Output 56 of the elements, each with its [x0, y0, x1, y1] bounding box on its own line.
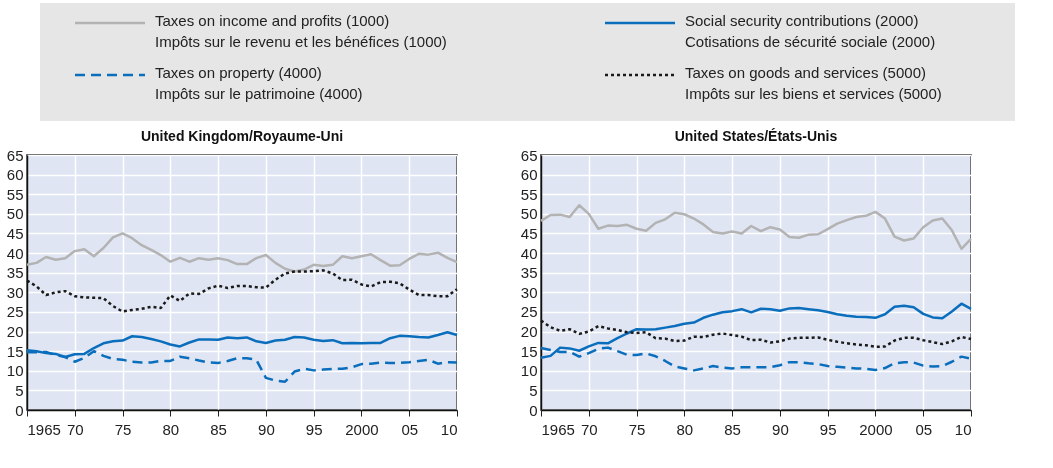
y-tick-label: 45: [6, 224, 24, 242]
x-tick-label: 70: [580, 420, 598, 438]
y-tick-label: 5: [15, 381, 24, 399]
x-tick-label: 05: [915, 420, 933, 438]
x-tick-label: 80: [162, 420, 180, 438]
x-tick-label: 05: [401, 420, 419, 438]
y-tick-label: 15: [6, 342, 24, 360]
x-tick-label: 85: [724, 420, 741, 438]
legend-label: Taxes on goods and services (5000) Impôts sur les biens et services (5000): [685, 64, 942, 102]
chart-title: United Kingdom/Royaume-Uni: [140, 128, 344, 144]
line-series: [25, 232, 459, 273]
x-tick-label: 85: [210, 420, 227, 438]
x-tick-label: 80: [676, 420, 694, 438]
y-tick-label: 40: [6, 244, 24, 262]
x-tick-label: 75: [628, 420, 646, 438]
y-tick-label: 20: [6, 323, 24, 341]
y-tick-label: 55: [6, 185, 24, 203]
y-tick-label: 10: [6, 362, 24, 380]
y-tick-label: 65: [520, 146, 538, 164]
legend-label: Social security contributions (2000) Cotisations de sécurité sociale (2000): [685, 12, 936, 50]
legend-label: Taxes on income and profits (1000) Impôts sur le revenu et les bénéfices (1000): [155, 12, 447, 50]
y-tick-label: 0: [529, 401, 538, 419]
chart-title: United States/États-Unis: [674, 128, 838, 144]
x-tick-label: 90: [258, 420, 275, 438]
y-tick-label: 35: [6, 264, 24, 282]
y-tick-label: 5: [529, 381, 538, 399]
x-tick-label: 90: [772, 420, 789, 438]
line-series: [539, 203, 973, 251]
y-tick-label: 60: [6, 166, 24, 184]
y-tick-label: 10: [520, 362, 538, 380]
y-tick-label: 55: [520, 185, 538, 203]
y-tick-label: 50: [6, 205, 24, 223]
x-tick-label: 95: [819, 420, 837, 438]
y-tick-label: 30: [6, 283, 24, 301]
x-tick-label: 10: [440, 420, 458, 438]
y-tick-label: 20: [520, 323, 538, 341]
y-tick-label: 25: [6, 303, 24, 321]
y-tick-label: 65: [6, 146, 24, 164]
x-tick-label: 1965: [27, 420, 61, 438]
x-tick-label: 10: [954, 420, 972, 438]
x-tick-label: 2000: [859, 420, 893, 438]
y-tick-label: 35: [520, 264, 538, 282]
legend-label: Taxes on property (4000) Impôts sur le patrimoine (4000): [155, 64, 363, 102]
y-tick-label: 0: [15, 401, 24, 419]
y-tick-label: 60: [520, 166, 538, 184]
y-tick-label: 15: [520, 342, 538, 360]
y-tick-label: 25: [520, 303, 538, 321]
x-tick-label: 70: [66, 420, 84, 438]
y-tick-label: 50: [520, 205, 538, 223]
y-tick-label: 45: [520, 224, 538, 242]
x-tick-label: 95: [305, 420, 323, 438]
y-tick-label: 40: [520, 244, 538, 262]
x-tick-label: 75: [114, 420, 132, 438]
y-tick-label: 30: [520, 283, 538, 301]
x-tick-label: 1965: [541, 420, 575, 438]
x-tick-label: 2000: [345, 420, 379, 438]
